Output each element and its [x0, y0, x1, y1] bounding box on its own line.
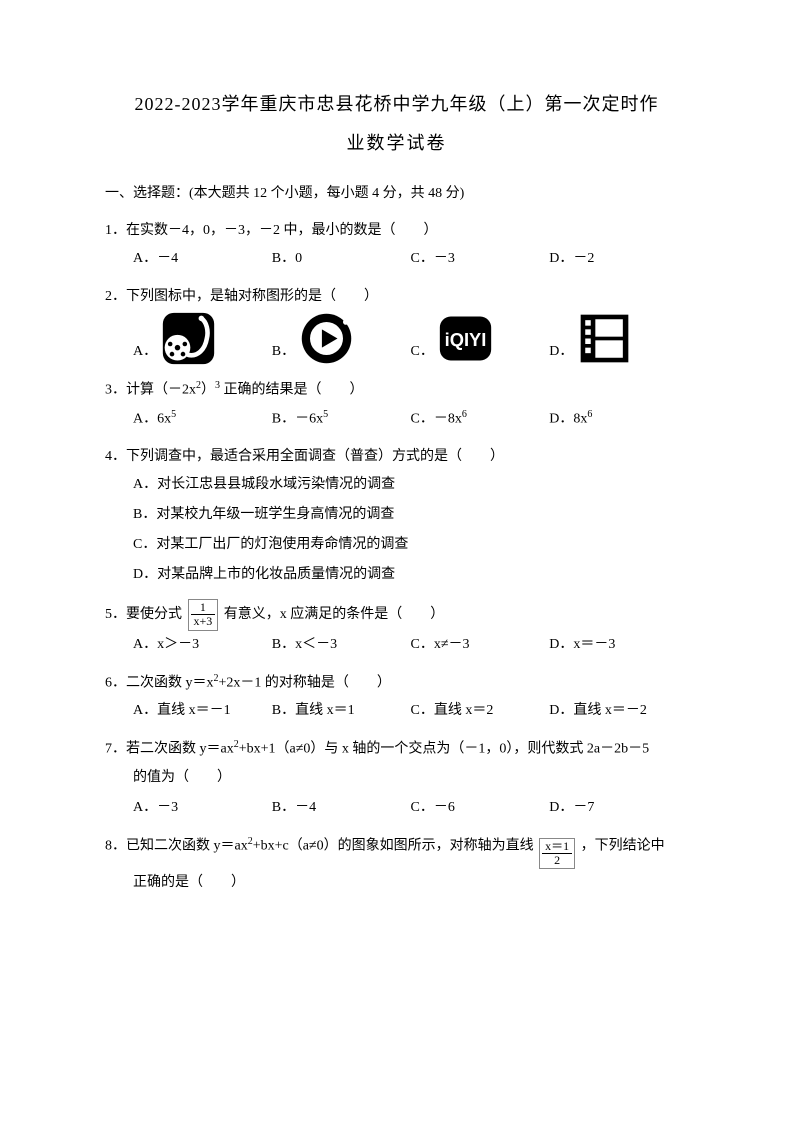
q8-frac-pre: x＝: [545, 839, 563, 853]
q3-d-sup: 6: [587, 409, 592, 420]
q3-choice-a: A．6x5: [133, 405, 272, 434]
q5-stem-pre: 5．要使分式: [105, 607, 182, 622]
q7-choice-a: A．－3: [133, 794, 272, 822]
q3-choice-d: D．8x6: [549, 405, 688, 434]
question-1: 1．在实数－4，0，－3，－2 中，最小的数是（ ） A．－4 B．0 C．－3…: [105, 217, 688, 273]
q7-choice-d: D．－7: [549, 794, 688, 822]
film-frames-icon: [577, 311, 632, 366]
q8-fraction: x＝1 2: [539, 838, 575, 869]
q3-b-sup: 5: [323, 409, 328, 420]
q2-choice-c-label: C．: [411, 338, 434, 366]
q5-frac-num: 1: [191, 601, 216, 615]
q6-choice-c: C．直线 x＝2: [411, 697, 550, 725]
question-2: 2．下列图标中，是轴对称图形的是（ ） A． B．: [105, 283, 688, 366]
q6-choice-b: B．直线 x＝1: [272, 697, 411, 725]
page-title-line1: 2022-2023学年重庆市忠县花桥中学九年级（上）第一次定时作: [105, 90, 688, 119]
q7-choice-b: B．－4: [272, 794, 411, 822]
question-3: 3．计算（－2x2）3 正确的结果是（ ） A．6x5 B．－6x5 C．－8x…: [105, 376, 688, 433]
q4-choice-b: B．对某校九年级一班学生身高情况的调查: [133, 501, 688, 529]
q2-choice-b-label: B．: [272, 338, 295, 366]
q2-choice-a-wrap: A．: [133, 311, 272, 366]
q5-choices: A．x＞－3 B．x＜－3 C．x≠－3 D．x＝－3: [105, 631, 688, 659]
q4-choice-c: C．对某工厂出厂的灯泡使用寿命情况的调查: [133, 531, 688, 559]
q3-choice-c: C．－8x6: [411, 405, 550, 434]
q3-b-pre: B．－6x: [272, 411, 323, 426]
question-4: 4．下列调查中，最适合采用全面调查（普查）方式的是（ ） A．对长江忠县县城段水…: [105, 443, 688, 589]
q5-fraction: 1 x+3: [188, 599, 219, 630]
q3-d-pre: D．8x: [549, 411, 587, 426]
q3-a-pre: A．6x: [133, 411, 171, 426]
q1-choice-b: B．0: [272, 245, 411, 273]
q2-choice-d-label: D．: [549, 338, 573, 366]
q4-choices: A．对长江忠县县城段水域污染情况的调查 B．对某校九年级一班学生身高情况的调查 …: [105, 471, 688, 589]
q2-choices: A． B．: [105, 311, 688, 366]
q1-stem: 1．在实数－4，0，－3，－2 中，最小的数是（ ）: [105, 217, 688, 245]
q2-stem: 2．下列图标中，是轴对称图形的是（ ）: [105, 283, 688, 311]
q3-stem: 3．计算（－2x2）3 正确的结果是（ ）: [105, 376, 688, 405]
q8-frac-wrap: x＝1 2: [537, 838, 577, 869]
q6-choices: A．直线 x＝－1 B．直线 x＝1 C．直线 x＝2 D．直线 x＝－2: [105, 697, 688, 725]
q3-a-sup: 5: [171, 409, 176, 420]
q6-choice-d: D．直线 x＝－2: [549, 697, 688, 725]
q5-choice-b: B．x＜－3: [272, 631, 411, 659]
q3-choice-b: B．－6x5: [272, 405, 411, 434]
q3-stem-post: 正确的结果是（ ）: [220, 383, 364, 398]
q4-choice-d: D．对某品牌上市的化妆品质量情况的调查: [133, 561, 688, 589]
q3-stem-pre: 3．计算（－2x: [105, 383, 196, 398]
q1-choice-c: C．－3: [411, 245, 550, 273]
q6-stem: 6．二次函数 y＝x2+2x－1 的对称轴是（ ）: [105, 669, 688, 698]
q3-choices: A．6x5 B．－6x5 C．－8x6 D．8x6: [105, 405, 688, 434]
q2-choice-b-wrap: B．: [272, 311, 411, 366]
q5-stem: 5．要使分式 1 x+3 有意义，x 应满足的条件是（ ）: [105, 599, 688, 630]
q6-choice-a: A．直线 x＝－1: [133, 697, 272, 725]
q1-choice-a: A．－4: [133, 245, 272, 273]
film-reel-icon: [161, 311, 216, 366]
q3-c-sup: 6: [462, 409, 467, 420]
play-circle-icon: [299, 311, 354, 366]
q8-stem-mid: +bx+c（a≠0）的图象如图所示，对称轴为直线: [253, 839, 537, 854]
q2-choice-c-wrap: C． iQIYI: [411, 311, 550, 366]
q8-stem-pre: 8．已知二次函数 y＝ax: [105, 839, 248, 854]
q7-stem-mid: +bx+1（a≠0）与 x 轴的一个交点为（－1，0），则代数式 2a－2b－5: [239, 742, 649, 757]
q7-choice-c: C．－6: [411, 794, 550, 822]
page-title-line2: 业数学试卷: [105, 129, 688, 158]
q1-choice-d: D．－2: [549, 245, 688, 273]
q1-choices: A．－4 B．0 C．－3 D．－2: [105, 245, 688, 273]
q6-stem-post: +2x－1 的对称轴是（ ）: [219, 675, 391, 690]
q8-frac-num: x＝1: [542, 840, 572, 854]
svg-text:iQIYI: iQIYI: [444, 329, 486, 350]
question-7: 7．若二次函数 y＝ax2+bx+1（a≠0）与 x 轴的一个交点为（－1，0）…: [105, 735, 688, 822]
question-5: 5．要使分式 1 x+3 有意义，x 应满足的条件是（ ） A．x＞－3 B．x…: [105, 599, 688, 658]
iqiyi-logo-icon: iQIYI: [438, 311, 493, 366]
q5-choice-a: A．x＞－3: [133, 631, 272, 659]
q5-stem-post: 有意义，x 应满足的条件是（ ）: [224, 607, 445, 622]
q8-stem: 8．已知二次函数 y＝ax 2 +bx+c（a≠0）的图象如图所示，对称轴为直线 x…: [105, 832, 688, 869]
q7-stem: 7．若二次函数 y＝ax2+bx+1（a≠0）与 x 轴的一个交点为（－1，0）…: [105, 735, 688, 764]
q4-stem: 4．下列调查中，最适合采用全面调查（普查）方式的是（ ）: [105, 443, 688, 471]
q8-stem-post: ，下列结论中: [581, 839, 665, 854]
q8-frac-den: 2: [542, 854, 572, 867]
q7-stem-pre: 7．若二次函数 y＝ax: [105, 742, 234, 757]
q2-choice-d-wrap: D．: [549, 311, 688, 366]
q4-choice-a: A．对长江忠县县城段水域污染情况的调查: [133, 471, 688, 499]
q5-choice-d: D．x＝－3: [549, 631, 688, 659]
section-heading: 一、选择题：(本大题共 12 个小题，每小题 4 分，共 48 分): [105, 183, 688, 205]
q5-frac-den: x+3: [191, 615, 216, 628]
q6-stem-pre: 6．二次函数 y＝x: [105, 675, 214, 690]
q8-frac-num-val: 1: [563, 839, 569, 853]
question-8: 8．已知二次函数 y＝ax 2 +bx+c（a≠0）的图象如图所示，对称轴为直线 x…: [105, 832, 688, 897]
q8-stem-line2: 正确的是（ ）: [133, 869, 688, 897]
q5-choice-c: C．x≠－3: [411, 631, 550, 659]
q3-c-pre: C．－8x: [411, 411, 462, 426]
q3-stem-mid: ）: [201, 383, 215, 398]
q7-stem-line2: 的值为（ ）: [133, 764, 688, 792]
q7-choices: A．－3 B．－4 C．－6 D．－7: [105, 794, 688, 822]
question-6: 6．二次函数 y＝x2+2x－1 的对称轴是（ ） A．直线 x＝－1 B．直线…: [105, 669, 688, 726]
q2-choice-a-label: A．: [133, 338, 157, 366]
